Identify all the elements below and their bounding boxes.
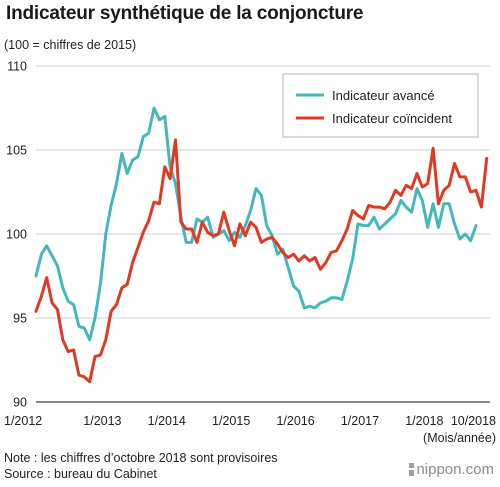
brand-mark-icon xyxy=(409,463,415,476)
series-lines xyxy=(34,106,489,384)
chart-title: Indicateur synthétique de la conjoncture xyxy=(6,3,364,24)
y-tick-label: 90 xyxy=(13,396,27,410)
y-tick-label: 105 xyxy=(6,144,27,158)
x-axis-labels: 1/2012 1/2013 1/2014 1/2015 1/2016 1/2017 1/20… xyxy=(4,414,496,445)
x-tick-label: 1/2014 xyxy=(148,414,186,428)
legend-label-avance: Indicateur avancé xyxy=(332,88,435,103)
x-tick-label: 1/2018 xyxy=(405,414,443,428)
x-tick-label: 1/2015 xyxy=(212,414,250,428)
y-tick-label: 110 xyxy=(7,60,27,74)
y-axis-labels: 90 95 100 105 110 xyxy=(6,60,27,410)
x-axis-title: (Mois/année) xyxy=(423,431,496,445)
legend-label-coincident: Indicateur coïncident xyxy=(332,111,452,126)
source-note: Source : bureau du Cabinet xyxy=(4,467,157,481)
x-tick-label: 10/2018 xyxy=(451,414,496,428)
legend: Indicateur avancé Indicateur coïncident xyxy=(282,73,479,138)
x-tick-label: 1/2013 xyxy=(83,414,121,428)
x-tick-label: 1/2012 xyxy=(4,414,42,428)
gridlines xyxy=(36,65,490,403)
brand-logo: nippon.com xyxy=(409,461,494,478)
legend-box xyxy=(282,73,479,138)
y-tick-label: 100 xyxy=(6,228,27,242)
y-tick-label: 95 xyxy=(13,312,27,326)
chart-subtitle: (100 = chiffres de 2015) xyxy=(4,38,137,52)
x-tick-label: 1/2017 xyxy=(341,414,379,428)
series-line-coincident xyxy=(34,138,489,384)
brand-name: nippon.com xyxy=(416,461,494,478)
footnote: Note : les chiffres d’octobre 2018 sont … xyxy=(4,451,278,465)
x-tick-label: 1/2016 xyxy=(276,414,314,428)
series-line-avance xyxy=(34,106,478,342)
